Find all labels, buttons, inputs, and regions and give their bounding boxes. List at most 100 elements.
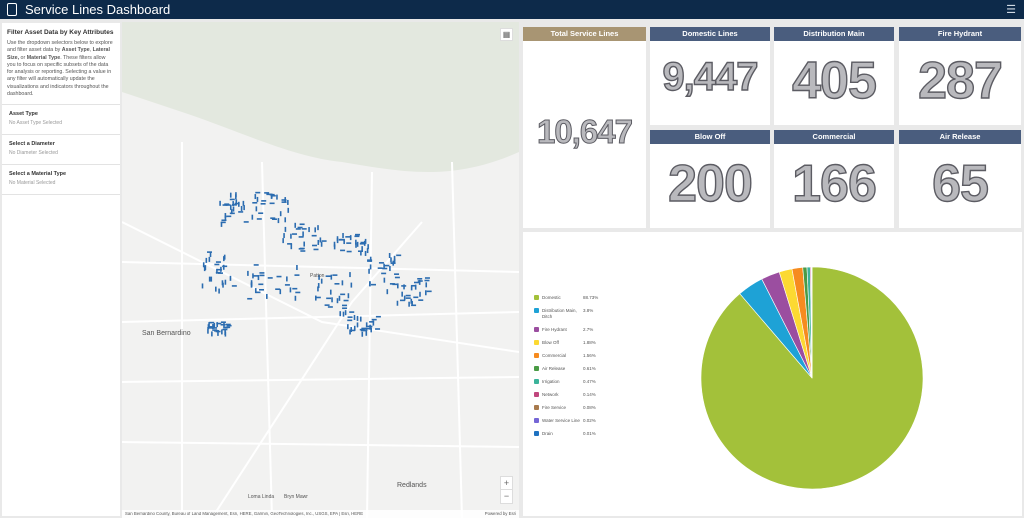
map-basemap [122,22,519,518]
pie-slice[interactable] [806,266,813,379]
filter-label: Select a Diameter [9,141,55,148]
legend-item[interactable]: Drain 0.01% [534,431,654,437]
legend-item[interactable]: Fire Service 0.08% [534,405,654,411]
legend-label: Drain [542,431,553,436]
hamburger-icon[interactable]: ☰ [1006,4,1016,16]
pie-slice[interactable] [739,278,813,379]
legend-swatch [534,340,539,345]
service-lines-map[interactable]: ▦ San Bernardino Redlands Loma Linda Bry… [122,22,519,518]
legend-percent: 1.88% [583,340,596,345]
total-service-lines-card: Total Service Lines 10,647 [523,27,646,228]
intro-bold: Lateral Size, [7,47,110,61]
legend-label: Fire Service [542,405,567,410]
card-title: Air Release [899,130,1021,144]
legend-percent: 0.61% [583,366,596,371]
legend-percent: 0.02% [583,418,596,423]
attribution-text: San Bernardino County, Bureau of Land Ma… [125,512,364,516]
legend-label: Distribution Main, Ditch [542,308,577,319]
map-label: Bryn Mawr [284,494,308,500]
dashboard-logo-icon [7,3,17,16]
legend-swatch [534,405,539,410]
legend-label: Network [542,392,559,397]
legend-item[interactable]: Network 0.14% [534,392,654,398]
pie-slice[interactable] [809,266,813,379]
legend-label: Domestic [542,295,561,300]
legend-item[interactable]: Domestic 88.73% [534,295,654,301]
sidebar-intro: Use the dropdown selectors below to expl… [2,40,120,104]
zoom-out-button[interactable]: − [503,491,510,501]
domestic-lines-card: Domestic Lines 9,447 [650,27,770,125]
card-value: 200 [667,154,753,213]
pie-slice[interactable] [791,267,813,379]
legend-swatch [534,431,539,436]
legend-item[interactable]: Air Release 0.61% [534,366,654,372]
legend-swatch [534,353,539,358]
card-value: 10,647 [537,113,634,151]
card-title: Commercial [774,130,894,144]
app-header: Service Lines Dashboard ☰ [0,0,1024,19]
legend-percent: 1.56% [583,353,596,358]
filter-value: No Diameter Selected [9,150,58,157]
legend-label: Water Service Line [542,418,580,423]
intro-bold: Material Type [26,54,61,61]
map-label: Patton [310,273,325,279]
legend-swatch [534,392,539,397]
legend-percent: 0.14% [583,392,596,397]
fire-hydrant-card: Fire Hydrant 287 [899,27,1021,125]
asset-type-pie-chart: Domestic 88.73% Distribution Main, Ditch 3.… [523,232,1022,516]
legend-swatch [534,327,539,332]
intro-text: . These filters allow you to focus on sp… [7,54,112,98]
legend-percent: 0.01% [583,431,596,436]
legend-item[interactable]: Commercial 1.56% [534,353,654,359]
legend-percent: 3.8% [583,308,594,313]
zoom-in-button[interactable]: + [501,477,512,490]
intro-text: , [89,47,93,54]
legend-label: Irrigation [542,379,560,384]
filter-value: No Material Selected [9,180,56,187]
legend-swatch [534,295,539,300]
legend-item[interactable]: Distribution Main, Ditch 3.8% [534,308,654,320]
pie-slice[interactable] [802,266,813,379]
app-title: Service Lines Dashboard [25,2,171,17]
card-value: 65 [931,154,989,213]
card-title: Total Service Lines [523,27,646,41]
material-filter[interactable]: Select a Material Type No Material Select… [2,164,120,196]
commercial-card: Commercial 166 [774,130,894,228]
filter-value: No Asset Type Selected [9,120,62,127]
legend-percent: 0.47% [583,379,596,384]
card-value: 166 [791,154,877,213]
blow-off-card: Blow Off 200 [650,130,770,228]
legend-label: Blow Off [542,340,559,345]
filter-label: Asset Type [9,111,38,118]
chart-legend: Domestic 88.73% Distribution Main, Ditch 3.… [534,295,654,444]
legend-label: Fire Hydrant [542,327,567,332]
intro-text: or [19,54,27,61]
asset-type-filter[interactable]: Asset Type No Asset Type Selected [2,104,120,134]
card-value: 9,447 [662,54,760,99]
legend-percent: 88.73% [583,295,599,300]
mountain-area [122,22,519,172]
legend-item[interactable]: Fire Hydrant 2.7% [534,327,654,333]
legend-item[interactable]: Water Service Line 0.02% [534,418,654,424]
zoom-controls: + − [500,476,513,504]
legend-swatch [534,379,539,384]
basemap-gallery-button[interactable]: ▦ [500,28,513,41]
distribution-main-card: Distribution Main 405 [774,27,894,125]
legend-item[interactable]: Blow Off 1.88% [534,340,654,346]
legend-item[interactable]: Irrigation 0.47% [534,379,654,385]
legend-swatch [534,366,539,371]
legend-percent: 2.7% [583,327,594,332]
powered-by[interactable]: Powered by Esri [484,511,516,516]
pie-slice[interactable] [810,266,813,379]
service-line-points [201,191,432,337]
air-release-card: Air Release 65 [899,130,1021,228]
legend-swatch [534,308,539,313]
diameter-filter[interactable]: Select a Diameter No Diameter Selected [2,134,120,164]
card-title: Blow Off [650,130,770,144]
sidebar-heading: Filter Asset Data by Key Attributes [7,29,114,36]
pie-slice[interactable] [700,266,924,490]
filter-sidebar: Filter Asset Data by Key Attributes Use … [2,23,120,516]
map-roads [122,142,519,518]
pie-slice[interactable] [778,268,813,379]
pie-slice[interactable] [761,271,813,379]
